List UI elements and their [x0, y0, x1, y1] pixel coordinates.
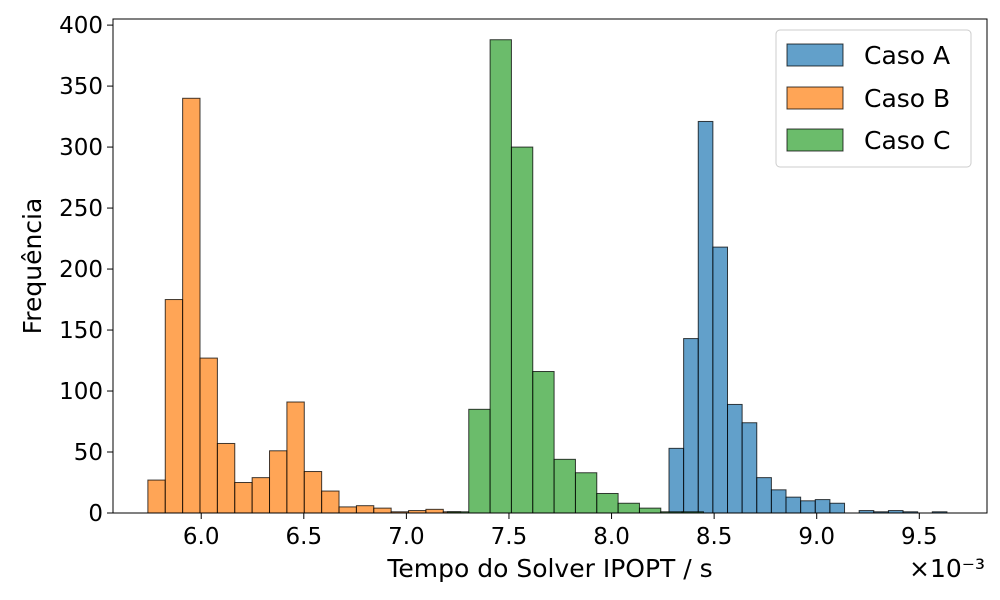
x-tick-label: 8.5 — [696, 524, 733, 550]
bar-caso-c-2 — [489, 39, 512, 514]
bar-caso-b-3 — [199, 357, 218, 514]
y-tick-label: 400 — [59, 13, 103, 39]
x-tick-label: 7.0 — [388, 524, 425, 550]
x-axis-label: Tempo do Solver IPOPT / s — [386, 554, 712, 583]
y-tick-label: 50 — [74, 440, 103, 466]
bar-caso-b-1 — [164, 299, 184, 514]
bar-caso-a-1 — [683, 338, 699, 514]
legend-swatch-caso-b — [786, 86, 844, 110]
bar-caso-c-7 — [596, 492, 619, 514]
bar-caso-b-4 — [216, 442, 236, 514]
bar-caso-b-9 — [303, 471, 323, 514]
bar-caso-a-0 — [668, 447, 685, 514]
bar-caso-c-5 — [553, 458, 576, 514]
bar-caso-b-2 — [182, 97, 201, 514]
x-axis-ticks: 6.0 6.5 7.0 7.5 8.0 8.5 9.0 9.5 — [183, 513, 938, 550]
y-axis-ticks: 0 50 100 150 200 250 300 350 400 — [59, 13, 113, 527]
bar-caso-c-8 — [617, 502, 640, 514]
bar-caso-a-11 — [829, 502, 846, 514]
x-tick-label: 8.0 — [593, 524, 630, 550]
legend: Caso A Caso B Caso C — [775, 29, 972, 168]
bar-caso-b-8 — [286, 401, 305, 514]
histogram-bars — [147, 39, 948, 514]
bar-caso-a-10 — [814, 499, 831, 514]
legend-swatch-caso-c — [786, 128, 844, 152]
bar-caso-b-0 — [147, 479, 166, 514]
y-tick-label: 300 — [59, 135, 103, 161]
bar-caso-c-3 — [510, 146, 534, 514]
legend-label-caso-c: Caso C — [864, 126, 951, 155]
bar-caso-a-7 — [770, 489, 787, 514]
y-tick-label: 200 — [59, 257, 103, 283]
bar-caso-b-13 — [373, 507, 392, 514]
bar-caso-b-11 — [338, 506, 357, 514]
legend-label-caso-a: Caso A — [864, 41, 950, 70]
bar-caso-b-5 — [234, 482, 253, 514]
y-tick-label: 150 — [59, 318, 103, 344]
x-tick-label: 9.5 — [901, 524, 938, 550]
x-axis-offset-label: ×10⁻³ — [909, 554, 985, 583]
bar-caso-c-1 — [468, 408, 491, 514]
x-tick-label: 6.5 — [286, 524, 323, 550]
y-axis-label: Frequência — [18, 198, 47, 335]
bar-caso-b-16 — [425, 508, 444, 514]
y-tick-label: 100 — [59, 379, 103, 405]
bar-caso-b-7 — [269, 450, 288, 514]
bar-caso-a-5 — [741, 422, 758, 514]
bar-caso-a-3 — [712, 246, 729, 514]
y-tick-label: 250 — [59, 196, 103, 222]
bar-caso-a-6 — [756, 477, 772, 514]
bar-caso-a-9 — [800, 500, 816, 514]
x-tick-label: 7.5 — [491, 524, 528, 550]
bar-caso-c-9 — [638, 507, 662, 514]
bar-caso-b-6 — [251, 477, 271, 514]
bar-caso-a-2 — [697, 120, 714, 514]
plot-frame — [112, 18, 988, 514]
x-tick-label: 9.0 — [798, 524, 835, 550]
legend-swatch-caso-a — [786, 43, 844, 67]
bar-caso-c-4 — [532, 371, 555, 514]
legend-label-caso-b: Caso B — [864, 84, 950, 113]
bar-caso-b-10 — [321, 490, 340, 514]
x-tick-label: 6.0 — [183, 524, 220, 550]
bar-caso-a-4 — [727, 403, 743, 514]
bar-caso-b-12 — [355, 505, 375, 514]
y-tick-label: 350 — [59, 74, 103, 100]
bar-caso-c-6 — [574, 472, 598, 514]
bar-caso-a-8 — [785, 496, 802, 514]
y-tick-label: 0 — [88, 501, 103, 527]
